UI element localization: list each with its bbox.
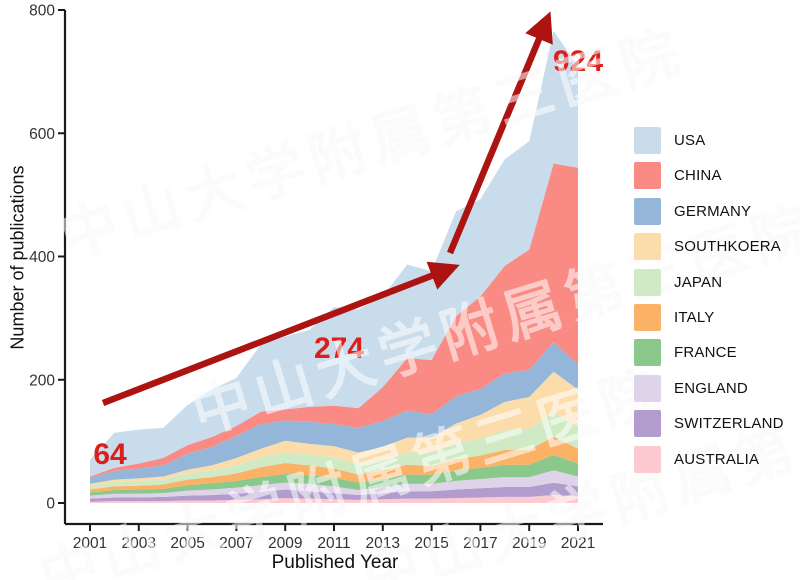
chart-legend: USA CHINA GERMANY SOUTHKOERA JAPAN ITALY… (634, 127, 784, 481)
legend-label-china: CHINA (674, 167, 722, 185)
y-tick-label: 600 (29, 126, 55, 143)
annotation-value: 924 (553, 45, 603, 78)
legend-label-france: FRANCE (674, 344, 737, 362)
legend-item-southkoera: SOUTHKOERA (634, 233, 784, 261)
legend-item-china: CHINA (634, 162, 784, 190)
legend-item-italy: ITALY (634, 303, 784, 331)
legend-label-usa: USA (674, 132, 706, 149)
trend-arrow (101, 261, 460, 407)
legend-label-italy: ITALY (674, 308, 715, 326)
legend-swatch-usa (634, 127, 661, 154)
x-tick-label: 2007 (219, 535, 253, 552)
x-tick-label: 2005 (170, 535, 204, 552)
legend-swatch-switzerland (634, 410, 661, 438)
x-tick-label: 2021 (561, 535, 595, 552)
x-tick-label: 2013 (366, 535, 400, 552)
y-tick-label: 0 (46, 496, 55, 513)
legend-swatch-china (634, 162, 661, 190)
x-tick-label: 2009 (268, 535, 302, 552)
legend-swatch-australia (634, 445, 661, 473)
legend-item-england: ENGLAND (634, 374, 784, 402)
area-band-australia (90, 494, 578, 503)
area-band-switzerland (90, 482, 578, 502)
legend-item-france: FRANCE (634, 339, 784, 367)
y-tick-label: 200 (29, 372, 55, 389)
legend-swatch-italy (634, 303, 661, 331)
area-band-italy (90, 436, 578, 493)
y-tick-label: 400 (29, 249, 55, 266)
legend-swatch-japan (634, 268, 661, 296)
annotation-value: 64 (93, 438, 127, 471)
legend-swatch-germany (634, 197, 661, 225)
x-tick-label: 2015 (414, 535, 448, 552)
legend-label-england: ENGLAND (674, 379, 748, 397)
legend-item-switzerland: SWITZERLAND (634, 410, 784, 438)
x-tick-label: 2001 (73, 535, 107, 552)
legend-label-japan: JAPAN (674, 273, 723, 291)
legend-swatch-southkoera (634, 233, 661, 261)
legend-swatch-england (634, 374, 661, 402)
area-band-japan (90, 411, 578, 490)
annotation-value: 274 (314, 332, 364, 365)
area-band-france (90, 454, 578, 496)
x-tick-label: 2019 (512, 535, 546, 552)
legend-item-japan: JAPAN (634, 268, 784, 296)
legend-label-switzerland: SWITZERLAND (674, 415, 784, 433)
legend-item-germany: GERMANY (634, 197, 784, 225)
legend-label-southkoera: SOUTHKOERA (674, 238, 782, 256)
legend-item-usa: USA (634, 127, 784, 154)
area-band-england (90, 470, 578, 499)
legend-label-australia: AUSTRALIA (674, 450, 760, 468)
legend-label-germany: GERMANY (674, 202, 752, 220)
area-band-china (90, 163, 578, 478)
x-tick-label: 2003 (122, 535, 156, 552)
y-axis-title: Number of publications (7, 165, 28, 350)
area-band-southkoera (90, 371, 578, 486)
area-band-usa (90, 30, 578, 477)
x-tick-label: 2011 (317, 535, 350, 552)
legend-swatch-france (634, 339, 661, 367)
x-axis-title: Published Year (271, 552, 399, 573)
trend-arrow (446, 11, 553, 255)
x-tick-label: 2017 (463, 535, 497, 552)
y-tick-label: 800 (29, 3, 55, 20)
area-band-germany (90, 342, 578, 484)
legend-item-australia: AUSTRALIA (634, 445, 784, 473)
